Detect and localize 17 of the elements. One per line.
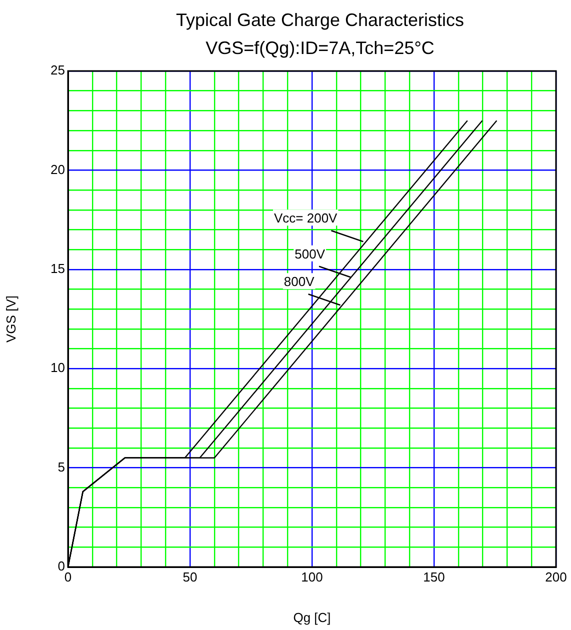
x-tick-label: 50 [182, 569, 198, 584]
annotation: Vcc= 200V [274, 210, 338, 226]
chart-title: Typical Gate Charge Characteristics [176, 10, 464, 30]
x-tick-label: 100 [301, 569, 323, 584]
y-tick-label: 10 [50, 360, 65, 376]
annotation: 800V [284, 274, 315, 290]
y-tick-label: 25 [50, 62, 65, 78]
y-axis-title: VGS [V] [3, 296, 18, 342]
chart-subtitle: VGS=f(Qg):ID=7A,Tch=25°C [206, 38, 434, 58]
annotation: 500V [294, 246, 326, 262]
x-tick-label: 200 [545, 569, 567, 584]
y-tick-label: 5 [58, 459, 65, 474]
x-axis-title: Qg [C] [293, 610, 331, 625]
y-tick-label: 20 [50, 162, 65, 177]
x-tick-label: 150 [423, 569, 445, 584]
y-tick-label: 15 [50, 260, 65, 276]
y-tick-label: 0 [58, 558, 65, 574]
